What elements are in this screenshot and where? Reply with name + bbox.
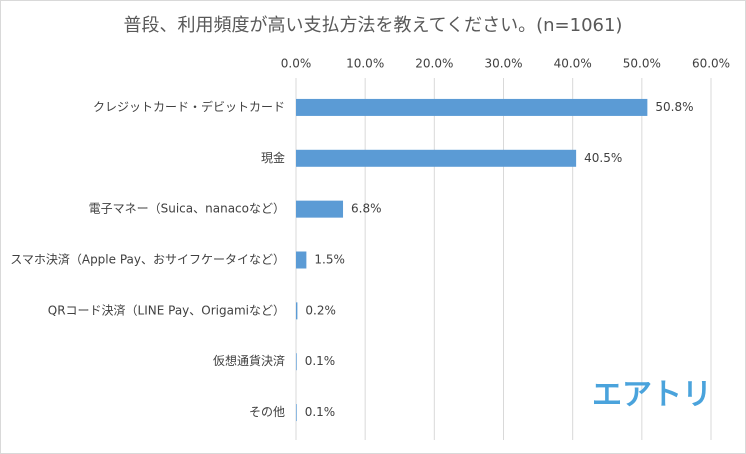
y-tick-label: QRコード決済（LINE Pay、Origamiなど）	[48, 302, 285, 317]
y-tick-label: スマホ決済（Apple Pay、おサイフケータイなど）	[10, 252, 285, 267]
y-tick-label: 仮想通貨決済	[213, 353, 285, 368]
bar	[296, 98, 648, 116]
bar	[296, 404, 297, 422]
value-label: 0.2%	[305, 303, 336, 317]
logo: エアトリ	[592, 378, 712, 413]
value-label: 0.1%	[305, 405, 336, 419]
y-tick-label: 現金	[261, 150, 285, 165]
value-label: 1.5%	[314, 253, 345, 267]
x-tick-label: 50.0%	[623, 57, 661, 71]
bar	[296, 302, 298, 320]
x-tick-label: 10.0%	[346, 57, 384, 71]
chart-title: 普段、利用頻度が高い支払方法を教えてください。(n=1061)	[124, 15, 623, 36]
y-tick-label: クレジットカード・デビットカード	[93, 99, 285, 114]
x-tick-label: 0.0%	[281, 57, 312, 71]
x-tick-label: 60.0%	[692, 57, 730, 71]
bar	[296, 251, 307, 269]
value-label: 40.5%	[584, 151, 622, 165]
value-label: 50.8%	[655, 100, 693, 114]
x-tick-label: 40.0%	[554, 57, 592, 71]
x-tick-label: 20.0%	[415, 57, 453, 71]
bar	[296, 149, 577, 167]
value-label: 0.1%	[305, 354, 336, 368]
y-tick-label: その他	[249, 405, 285, 419]
x-tick-label: 30.0%	[484, 57, 522, 71]
bar	[296, 200, 344, 218]
y-tick-label: 電子マネー（Suica、nanacoなど）	[89, 202, 285, 216]
value-label: 6.8%	[351, 202, 382, 216]
bar	[296, 353, 297, 371]
